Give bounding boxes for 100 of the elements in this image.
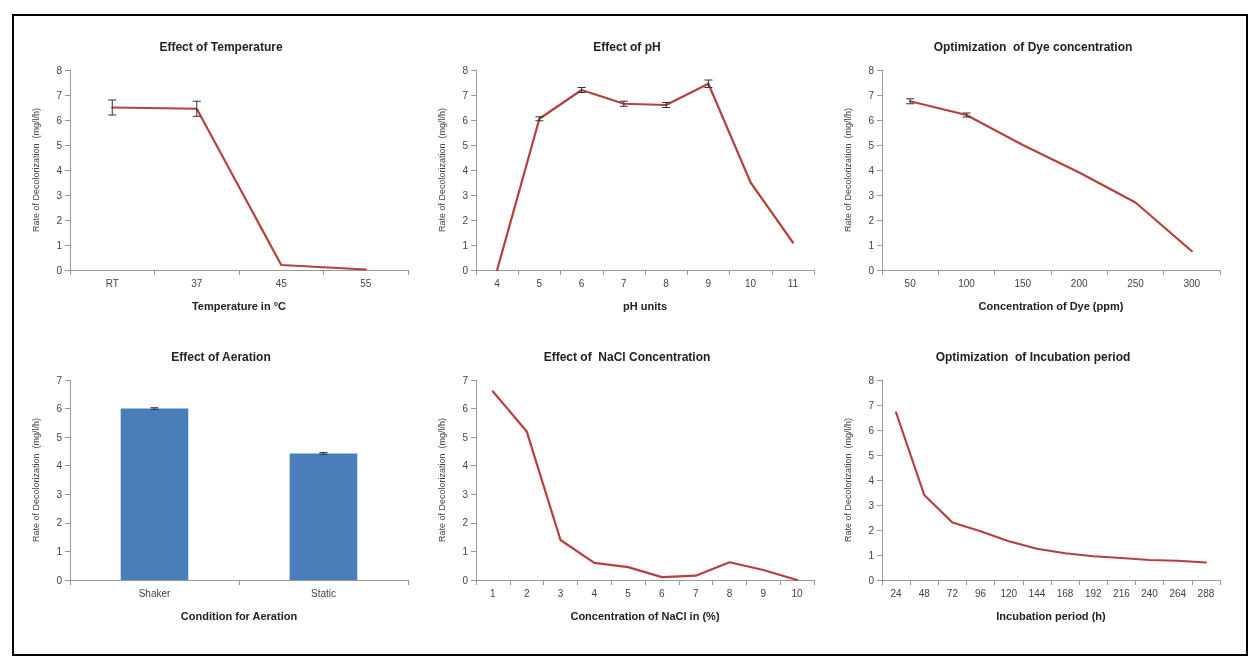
x-axis-title: Temperature in °C (191, 299, 287, 312)
line-series (111, 106, 367, 271)
y-axis-title: Rate of Decolorization (mg/l/h) (842, 417, 853, 543)
y-tick-label: 6 (462, 403, 469, 415)
y-tick-label: 7 (462, 374, 469, 386)
x-tick-label: 100 (958, 277, 976, 289)
line-series (496, 82, 794, 272)
y-tick-label: 3 (868, 499, 875, 511)
y-tick-label: 3 (868, 189, 875, 201)
y-tick-label: 6 (868, 114, 875, 126)
chart-title: Optimization of Dye concentration (933, 40, 1133, 54)
y-tick-label: 2 (868, 214, 875, 226)
y-tick-label: 8 (56, 64, 63, 76)
y-tick-label: 1 (56, 545, 63, 557)
y-tick-label: 2 (56, 517, 63, 529)
x-tick-label: 5 (536, 277, 543, 289)
y-tick-label: 7 (462, 89, 469, 101)
chart-title: Effect of pH (593, 40, 661, 54)
x-tick-label: 4 (591, 587, 598, 599)
x-tick-label: 96 (975, 587, 987, 599)
x-tick-label: 300 (1183, 277, 1201, 289)
y-tick-label: 4 (462, 164, 469, 176)
y-tick-label: 8 (868, 64, 875, 76)
y-tick-label: 3 (462, 488, 469, 500)
x-tick-label: 5 (625, 587, 632, 599)
x-tick-label: 50 (904, 277, 917, 289)
y-tick-label: 7 (868, 399, 875, 411)
x-tick-label: 1 (490, 587, 497, 599)
x-tick-label: 150 (1014, 277, 1032, 289)
y-tick-label: 3 (56, 189, 63, 201)
y-axis-title: Rate of Decolorization (mg/l/h) (436, 107, 447, 233)
line-series (491, 390, 799, 582)
x-tick-label: 216 (1113, 587, 1131, 599)
y-tick-label: 7 (868, 89, 875, 101)
chart-title: Effect of NaCl Concentration (543, 350, 711, 364)
x-tick-label: 9 (760, 587, 767, 599)
y-axis-title: Rate of Decolorization (mg/l/h) (30, 417, 41, 543)
x-tick-label: 200 (1070, 277, 1088, 289)
y-tick-label: 8 (868, 374, 875, 386)
y-tick-label: 1 (462, 239, 469, 251)
x-tick-label: 48 (918, 587, 931, 599)
y-tick-label: 5 (868, 139, 875, 151)
y-tick-label: 4 (56, 460, 63, 472)
y-tick-label: 2 (868, 524, 875, 536)
x-axis-title: pH units (623, 299, 667, 312)
chart-title: Optimization of Incubation period (935, 350, 1131, 364)
x-tick-label: 7 (692, 587, 699, 599)
y-tick-label: 5 (462, 431, 469, 443)
x-tick-label: Static (310, 587, 337, 599)
x-tick-label: 6 (578, 277, 585, 289)
x-tick-label: 8 (726, 587, 733, 599)
x-tick-label: 168 (1056, 587, 1074, 599)
y-tick-label: 0 (462, 264, 469, 276)
x-axis-title: Concentration of NaCl in (%) (570, 609, 720, 622)
y-tick-label: 2 (462, 517, 469, 529)
x-tick-label: 250 (1127, 277, 1145, 289)
y-tick-label: 4 (868, 164, 875, 176)
x-tick-label: 120 (1000, 587, 1018, 599)
x-tick-label: 264 (1169, 587, 1187, 599)
y-tick-label: 0 (868, 264, 875, 276)
x-tick-label: 55 (360, 277, 372, 289)
y-tick-label: 3 (462, 189, 469, 201)
y-tick-label: 0 (56, 574, 63, 586)
y-tick-label: 6 (462, 114, 469, 126)
x-axis-title: Condition for Aeration (180, 609, 298, 622)
x-tick-label: 37 (191, 277, 203, 289)
x-tick-label: 72 (946, 587, 959, 599)
x-tick-label: 10 (745, 277, 757, 289)
y-tick-label: 5 (56, 139, 63, 151)
y-axis-title: Rate of Decolorization (mg/l/h) (436, 417, 447, 543)
y-tick-label: 1 (868, 239, 875, 251)
line-series (894, 411, 1208, 564)
y-tick-label: 1 (868, 549, 875, 561)
y-tick-label: 1 (56, 239, 63, 251)
y-tick-label: 3 (56, 488, 63, 500)
y-tick-label: 4 (868, 474, 875, 486)
chart-title: Effect of Temperature (159, 40, 283, 54)
x-tick-label: 3 (557, 587, 564, 599)
y-tick-label: 4 (56, 164, 63, 176)
y-tick-label: 6 (56, 114, 63, 126)
y-tick-label: 1 (462, 545, 469, 557)
x-tick-label: 192 (1084, 587, 1103, 599)
y-tick-label: 6 (868, 424, 875, 436)
x-tick-label: 4 (494, 277, 501, 289)
y-tick-label: 0 (462, 574, 469, 586)
x-axis-title: Incubation period (h) (996, 609, 1107, 622)
chart-title: Effect of Aeration (171, 350, 271, 364)
x-tick-label: 8 (663, 277, 670, 289)
x-tick-label: 2 (523, 587, 530, 599)
x-tick-label: 45 (275, 277, 288, 289)
y-tick-label: 5 (462, 139, 469, 151)
x-tick-label: RT (105, 277, 119, 289)
y-tick-label: 2 (462, 214, 469, 226)
y-tick-label: 5 (56, 431, 63, 443)
line-series (909, 100, 1193, 253)
x-tick-label: 240 (1141, 587, 1159, 599)
x-tick-label: 9 (705, 277, 712, 289)
y-tick-label: 7 (56, 89, 63, 101)
y-tick-label: 0 (56, 264, 63, 276)
x-tick-label: 288 (1197, 587, 1215, 599)
